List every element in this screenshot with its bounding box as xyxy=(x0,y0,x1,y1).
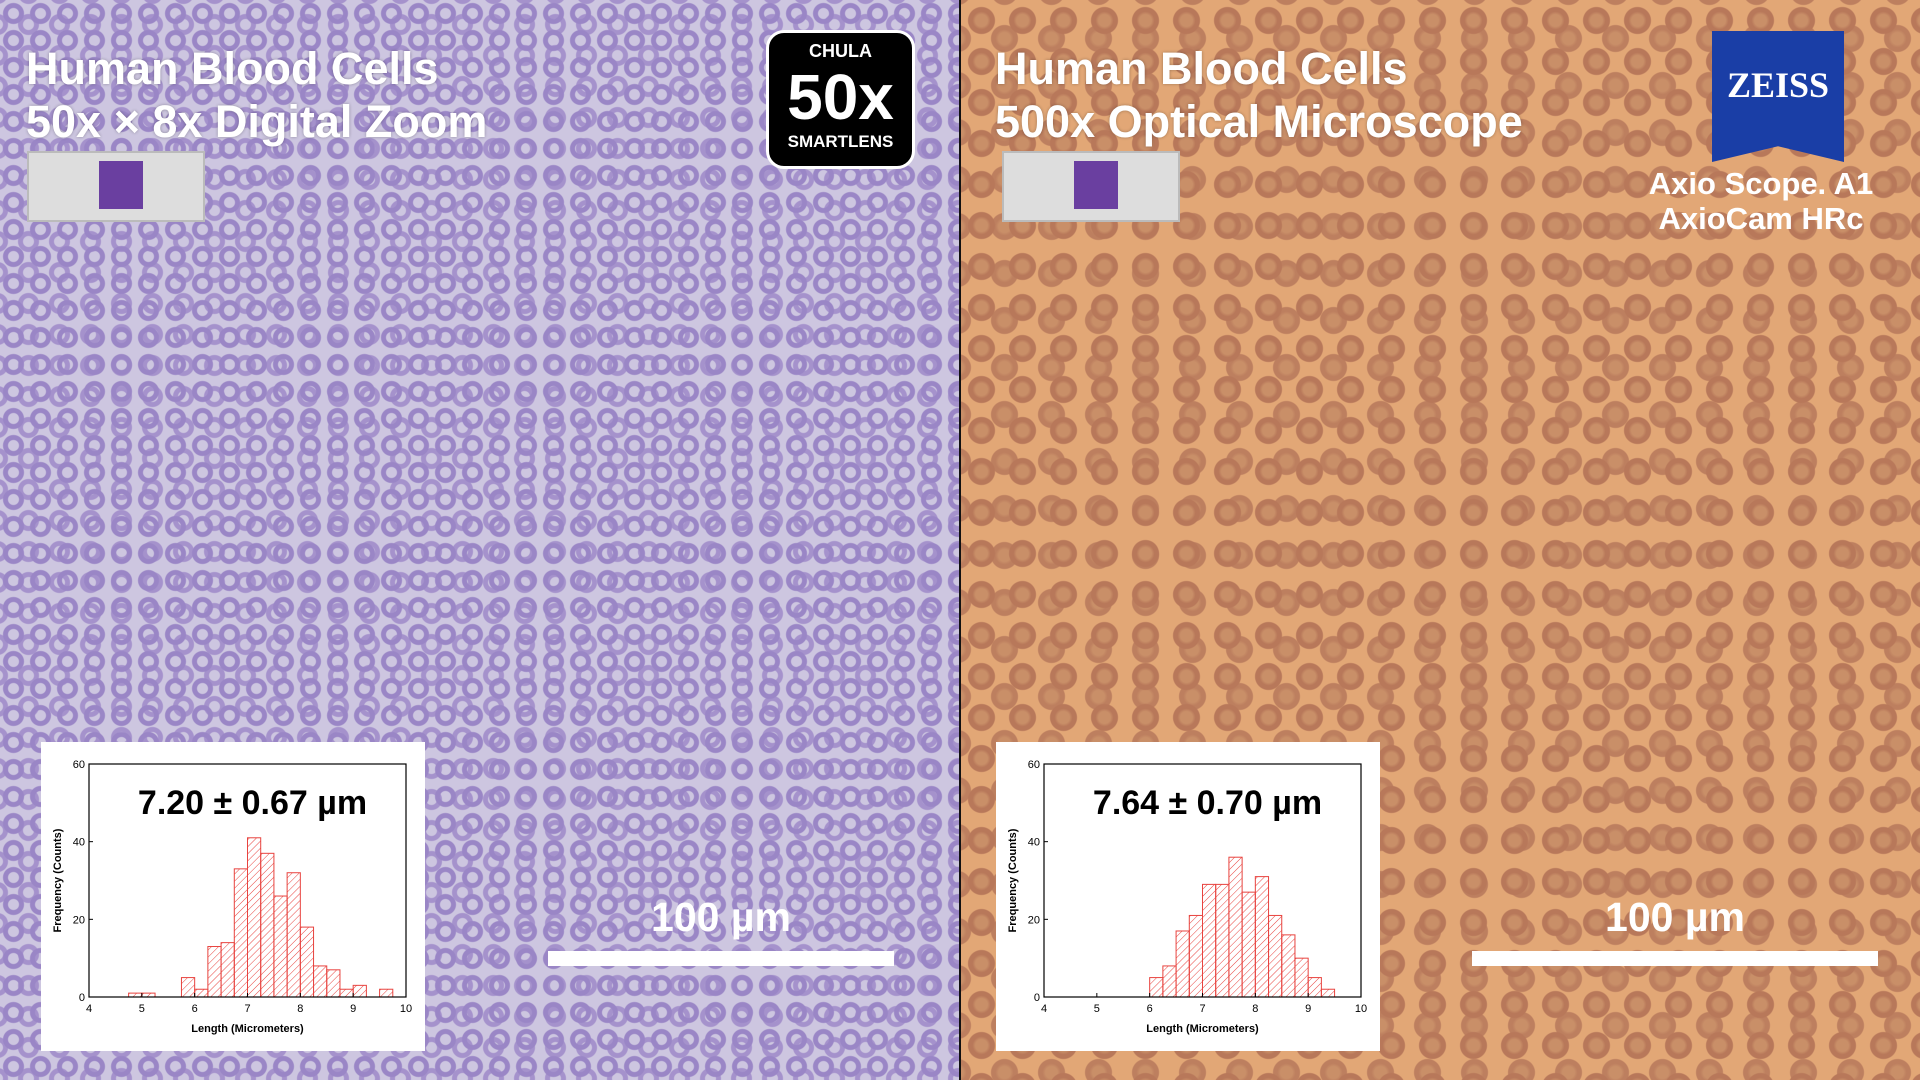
histogram-inset: 4 5 6 7 8 9 10 0 20 40 60 7.64 ± 0.70 µm Length (Mic… xyxy=(996,742,1380,1051)
y-tick-label: 20 xyxy=(73,914,85,926)
hist-bar xyxy=(326,969,341,998)
x-tick-label: 7 xyxy=(244,1003,250,1015)
y-axis-label: Frequency (Counts) xyxy=(1007,828,1019,932)
scale-bar xyxy=(548,951,894,966)
scale-label: 100 µm xyxy=(1605,894,1745,940)
hist-bar xyxy=(1254,876,1270,998)
chart-title: 7.64 ± 0.70 µm xyxy=(1093,784,1322,822)
hist-bar xyxy=(1202,883,1217,998)
x-tick-label: 8 xyxy=(1252,1003,1258,1015)
chart-title: 7.20 ± 0.67 µm xyxy=(138,784,367,822)
x-axis-label: Length (Micrometers) xyxy=(1146,1023,1259,1035)
y-tick-label: 0 xyxy=(1034,992,1040,1004)
x-tick-label: 4 xyxy=(86,1003,92,1015)
hist-bar xyxy=(1307,977,1322,998)
hist-bar xyxy=(1268,914,1283,998)
hist-bar xyxy=(1294,957,1309,998)
x-tick-label: 10 xyxy=(1355,1003,1367,1015)
x-tick-label: 6 xyxy=(192,1003,198,1015)
zeiss-logo: ZEISS xyxy=(1712,31,1844,162)
instrument-text: AxioCam HRc xyxy=(1658,201,1864,236)
left-panel: Human Blood Cells 50x × 8x Digital Zoom C… xyxy=(0,0,959,1080)
hist-bar xyxy=(352,984,367,998)
x-tick-label: 10 xyxy=(400,1003,412,1015)
title: Human Blood Cells 50x × 8x Digital Zoom xyxy=(26,42,487,148)
hist-bar xyxy=(286,872,301,998)
title: Human Blood Cells 500x Optical Microscope xyxy=(995,42,1523,148)
hist-bar xyxy=(339,988,354,998)
x-tick-label: 5 xyxy=(1094,1003,1100,1015)
title-line: 500x Optical Microscope xyxy=(995,96,1523,147)
chula-badge: CHULA 50x SMARTLENS xyxy=(766,30,915,169)
histogram-inset: 4 5 6 7 8 9 10 0 20 40 60 7.20 ± 0.67 µm Length (Mic… xyxy=(41,742,425,1051)
y-tick-label: 40 xyxy=(1028,837,1040,849)
hist-bar xyxy=(180,977,196,998)
histogram: 4 5 6 7 8 9 10 0 20 40 60 7.64 ± 0.70 µm Length (Mic… xyxy=(1007,759,1367,1035)
scale-bar xyxy=(1472,951,1878,966)
instrument-text: Axio Scope. A1 xyxy=(1648,166,1874,201)
hist-bar xyxy=(1149,977,1164,998)
y-tick-label: 60 xyxy=(1028,759,1040,771)
hist-bar xyxy=(273,895,288,998)
hist-bar xyxy=(1215,883,1230,998)
slide-photo xyxy=(27,151,205,222)
hist-bar xyxy=(1188,914,1204,998)
hist-bar xyxy=(207,946,222,998)
badge-text: 50x xyxy=(787,61,894,133)
hist-bar xyxy=(1281,934,1296,998)
hist-bar xyxy=(220,942,235,998)
x-axis-label: Length (Micrometers) xyxy=(191,1023,304,1035)
hist-bar xyxy=(194,988,209,998)
hist-bar xyxy=(379,988,394,998)
y-tick-label: 60 xyxy=(73,759,85,771)
hist-bar xyxy=(299,926,315,998)
hist-bar xyxy=(247,837,262,998)
hist-bar xyxy=(1162,965,1177,998)
x-tick-label: 8 xyxy=(297,1003,303,1015)
x-tick-label: 5 xyxy=(139,1003,145,1015)
title-line: Human Blood Cells xyxy=(26,43,439,94)
hist-bar xyxy=(313,965,328,998)
badge-text: CHULA xyxy=(809,41,872,61)
y-tick-label: 40 xyxy=(73,837,85,849)
logo-text: ZEISS xyxy=(1726,65,1830,105)
x-tick-label: 6 xyxy=(1147,1003,1153,1015)
x-tick-label: 9 xyxy=(350,1003,356,1015)
divider xyxy=(959,0,961,1080)
hist-bar xyxy=(1175,930,1190,998)
hist-bar xyxy=(233,868,249,998)
slide-photo xyxy=(1002,151,1180,222)
hist-bar xyxy=(260,852,275,998)
hist-bar xyxy=(1241,891,1256,998)
scale-label: 100 µm xyxy=(651,894,791,940)
x-tick-label: 9 xyxy=(1305,1003,1311,1015)
y-axis-label: Frequency (Counts) xyxy=(52,828,64,932)
hist-bar xyxy=(1320,988,1336,998)
right-panel: Human Blood Cells 500x Optical Microscope… xyxy=(961,0,1920,1080)
title-line: 50x × 8x Digital Zoom xyxy=(26,96,488,147)
y-tick-label: 20 xyxy=(1028,914,1040,926)
x-tick-label: 4 xyxy=(1041,1003,1047,1015)
hist-bar xyxy=(1228,856,1243,998)
instrument: Axio Scope. A1 AxioCam HRc xyxy=(1601,166,1920,236)
x-tick-label: 7 xyxy=(1199,1003,1205,1015)
badge-text: SMARTLENS xyxy=(787,132,894,151)
y-tick-label: 0 xyxy=(79,992,85,1004)
title-line: Human Blood Cells xyxy=(995,43,1408,94)
histogram: 4 5 6 7 8 9 10 0 20 40 60 7.20 ± 0.67 µm Length (Mic… xyxy=(52,759,412,1035)
